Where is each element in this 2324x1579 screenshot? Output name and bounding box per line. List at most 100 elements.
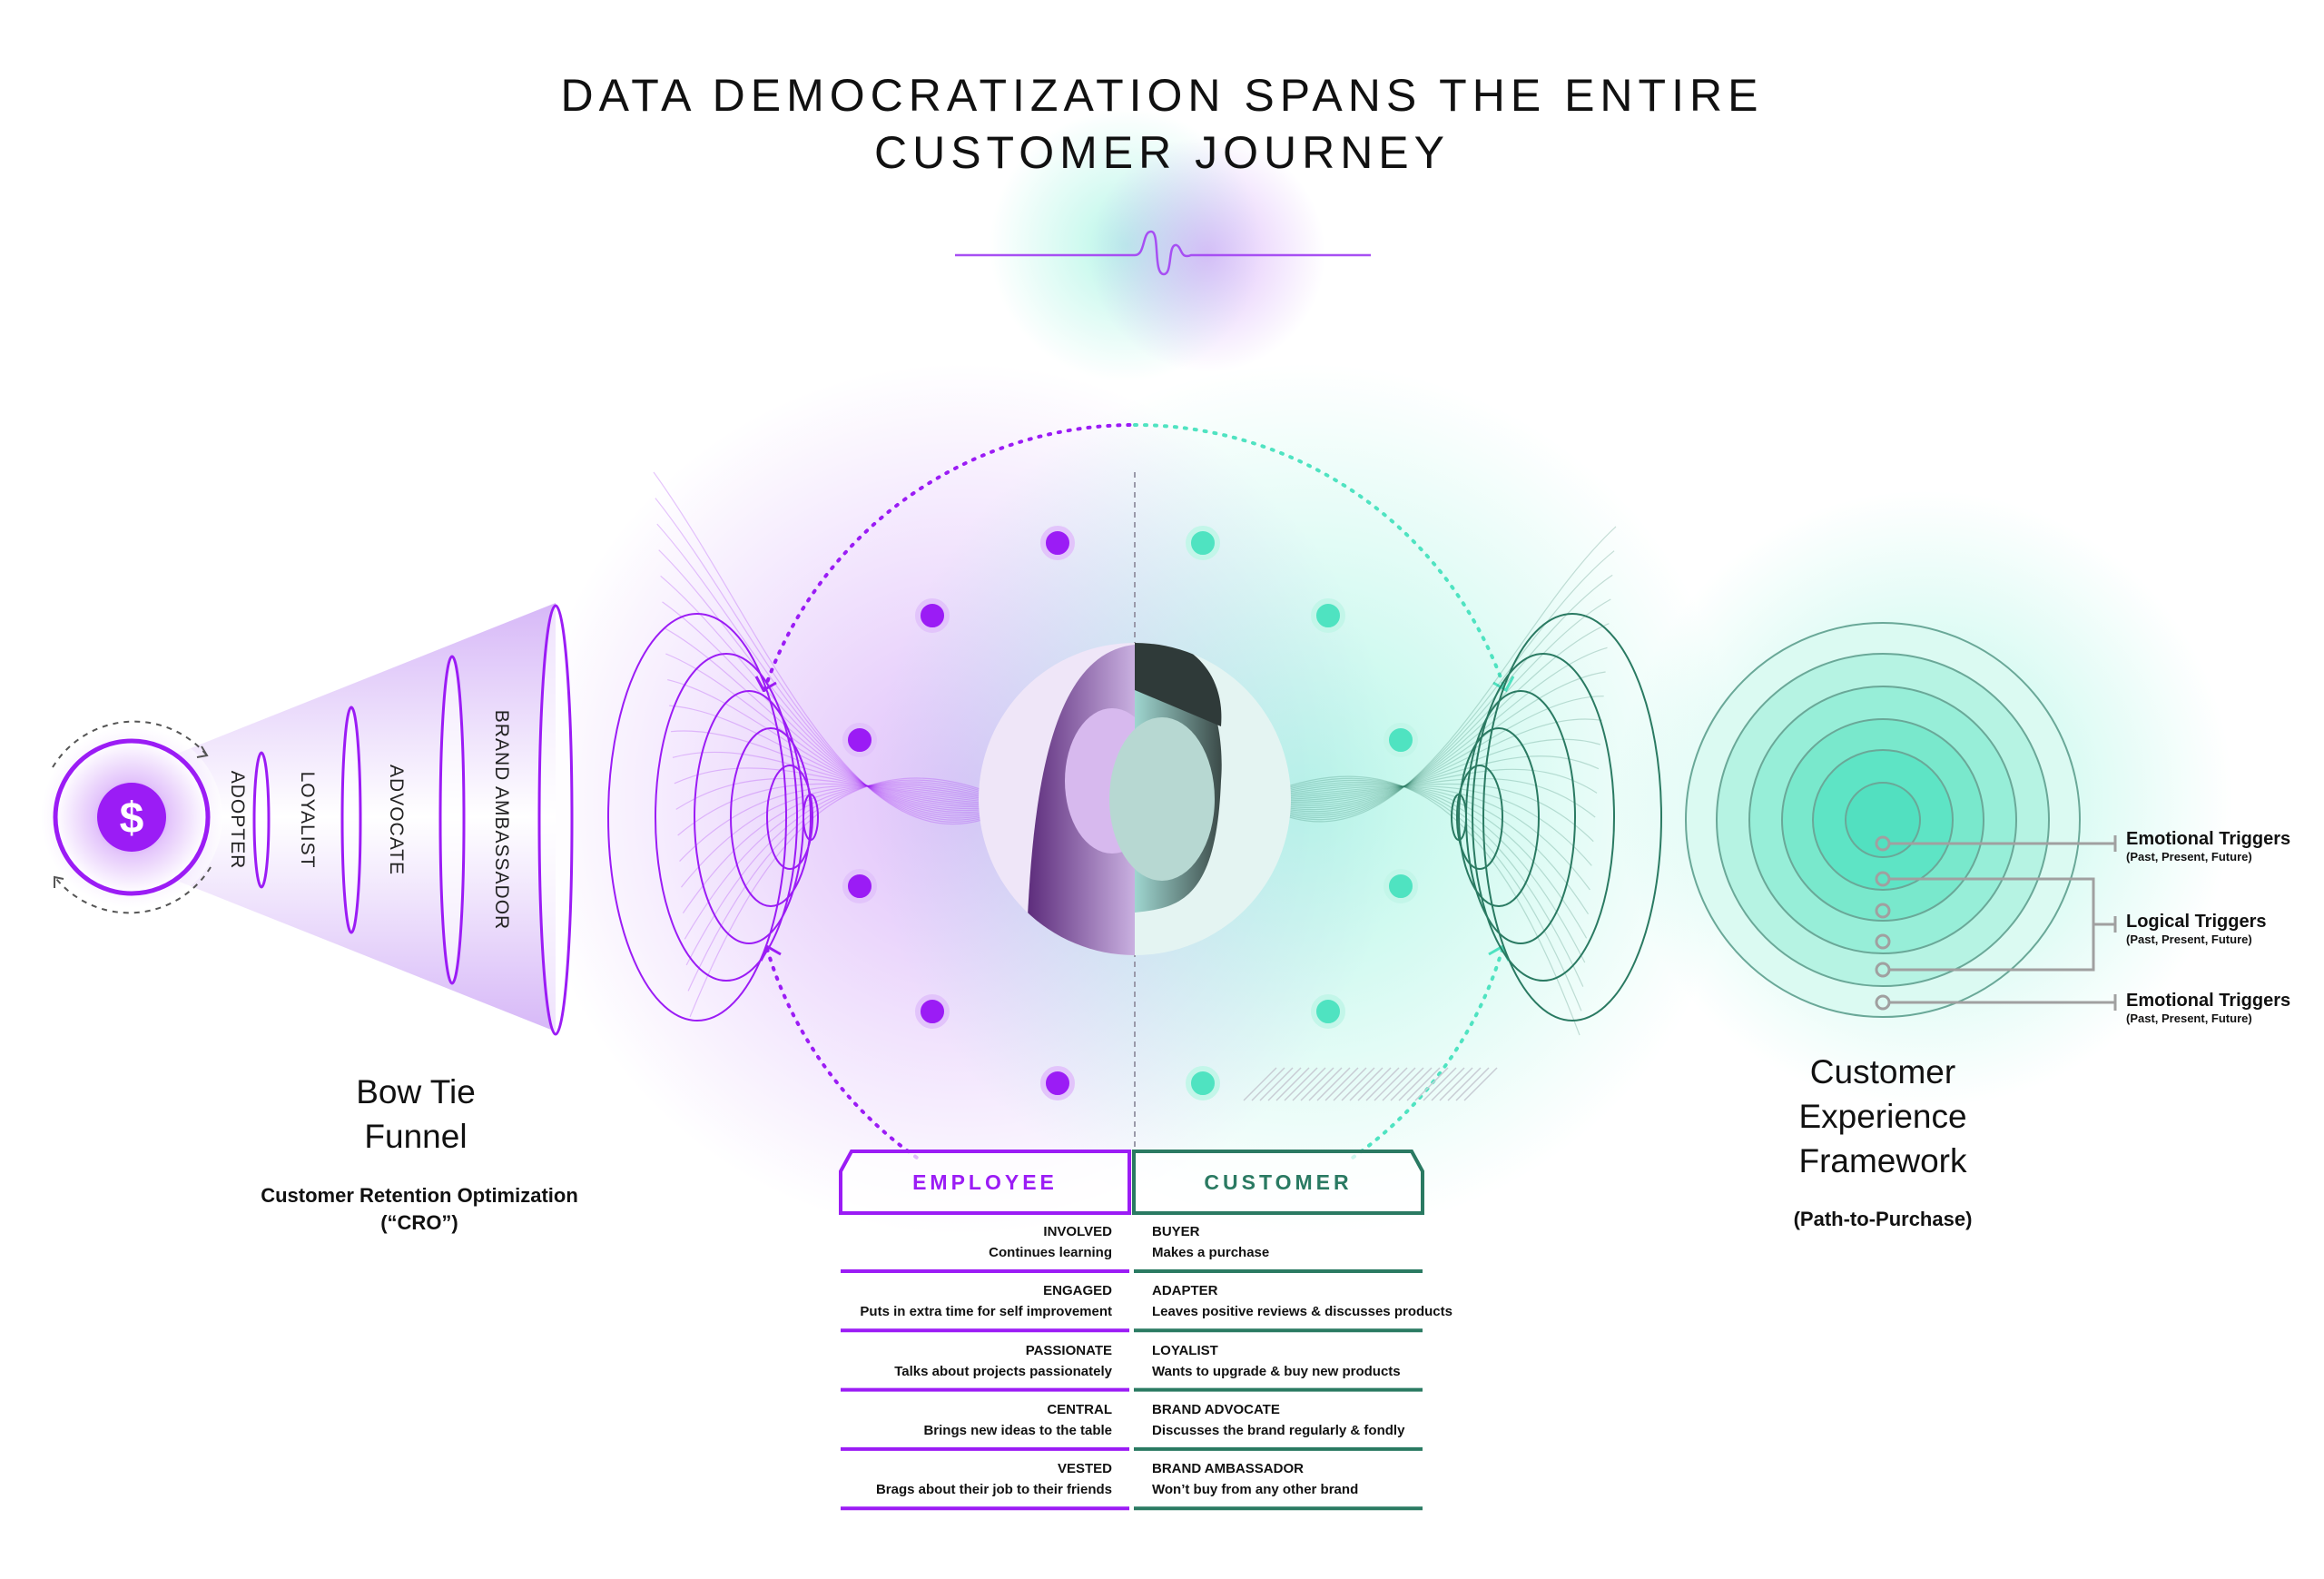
fiber: [1243, 781, 1586, 963]
employee-row-title: VESTED: [1057, 1461, 1112, 1477]
fiber: [662, 601, 1027, 815]
fiber: [665, 653, 1027, 812]
page-title: DATA DEMOCRATIZATION SPANS THE ENTIRE CU…: [0, 67, 2324, 182]
framework-subtitle: (Path-to-Purchase): [1793, 1208, 1973, 1230]
fiber: [1243, 783, 1594, 843]
fiber-waves: [653, 471, 1617, 1036]
hatch-line: [1292, 1067, 1326, 1101]
hatch-line: [1406, 1067, 1441, 1101]
trigger-logical: Logical Triggers (Past, Present, Future): [2126, 912, 2266, 946]
hatch-line: [1390, 1067, 1424, 1101]
fiber: [1243, 777, 1596, 818]
hatch-line: [1365, 1067, 1400, 1101]
employee-row: PASSIONATE Talks about projects passiona…: [841, 1343, 1112, 1379]
ring: [1458, 727, 1540, 907]
trigger-label: Emotional Triggers: [2126, 829, 2291, 849]
employee-row-desc: Puts in extra time for self improvement: [860, 1304, 1112, 1320]
stage-adopter: ADOPTER: [227, 770, 248, 870]
fiber: [684, 783, 1027, 940]
hatch-line: [1414, 1067, 1449, 1101]
ring: [655, 653, 798, 982]
ring: [1451, 794, 1467, 841]
fiber: [655, 498, 1027, 823]
fiber: [675, 777, 1027, 810]
ring: [803, 794, 819, 841]
funnel-rings: [252, 604, 574, 1036]
framework-target: [1685, 622, 2081, 1018]
fiber: [679, 785, 1027, 862]
customer-row-desc: Wants to upgrade & buy new products: [1152, 1363, 1401, 1379]
customer-row: LOYALIST Wants to upgrade & buy new prod…: [1152, 1343, 1401, 1379]
fiber: [667, 678, 1027, 810]
fiber: [658, 549, 1027, 819]
framework-title-line: Customer: [1809, 1053, 1956, 1090]
trigger-connectors: [1875, 835, 2117, 1011]
fiber: [682, 784, 1027, 914]
trigger-emotional-2: Emotional Triggers (Past, Present, Futur…: [2126, 991, 2290, 1025]
employee-row: VESTED Brags about their job to their fr…: [841, 1461, 1112, 1497]
trigger-sub: (Past, Present, Future): [2126, 1012, 2252, 1025]
customer-dots: [1186, 526, 1418, 1100]
fiber: [1243, 785, 1592, 866]
fiber: [1243, 646, 1608, 813]
hatch-line: [1357, 1067, 1392, 1101]
hatch-line: [1423, 1067, 1457, 1101]
employee-row-desc: Talks about projects passionately: [894, 1363, 1112, 1379]
hatch-line: [1316, 1067, 1351, 1101]
teal-dotted-arc-lower: [1351, 947, 1504, 1160]
hatch-line: [1308, 1067, 1343, 1101]
customer-row-desc: Makes a purchase: [1152, 1245, 1270, 1260]
hatch-line: [1341, 1067, 1375, 1101]
hatch-line: [1284, 1067, 1318, 1101]
customer-row: BRAND ADVOCATE Discusses the brand regul…: [1152, 1402, 1404, 1438]
customer-row-title: BUYER: [1152, 1224, 1200, 1239]
fiber: [685, 781, 1027, 966]
employee-row: CENTRAL Brings new ideas to the table: [841, 1402, 1112, 1438]
trigger-sub: (Past, Present, Future): [2126, 850, 2252, 864]
fiber: [1243, 775, 1581, 1036]
trigger-label: Logical Triggers: [2126, 912, 2267, 932]
fiber: [1243, 779, 1584, 987]
fiber: [653, 471, 1027, 824]
employee-header-box: [839, 1150, 1131, 1215]
purple-dotted-arc: [763, 422, 1137, 692]
customer-row: ADAPTER Leaves positive reviews & discus…: [1152, 1283, 1452, 1319]
fiber: [656, 523, 1027, 821]
fiber: [1243, 785, 1590, 891]
dollar-icon: [97, 783, 166, 852]
table-row-lines: [841, 1269, 1423, 1511]
customer-rings: [1451, 613, 1662, 1021]
customer-row-desc: Won’t buy from any other brand: [1152, 1482, 1359, 1498]
ring: [1456, 765, 1503, 870]
bow-tie-subtitle-line: Customer Retention Optimization: [261, 1184, 578, 1207]
framework-title-line: Experience: [1798, 1098, 1967, 1135]
trigger-label: Emotional Triggers: [2126, 991, 2291, 1011]
hatch-line: [1259, 1067, 1294, 1101]
employee-row-title: INVOLVED: [1043, 1224, 1112, 1239]
customer-row-title: BRAND ADVOCATE: [1152, 1401, 1280, 1417]
fiber: [1243, 755, 1600, 804]
heartbeat-wave-icon: [955, 230, 1371, 276]
cycle-arrow-icon: [55, 866, 212, 914]
employee-rings: [607, 613, 819, 1021]
hatch-line: [1439, 1067, 1473, 1101]
fiber: [1243, 623, 1610, 814]
bow-tie-title-line: Bow Tie: [356, 1073, 476, 1110]
hatch-line: [1300, 1067, 1334, 1101]
hatch-line: [1243, 1067, 1277, 1101]
framework-title: Customer Experience Framework: [1798, 1050, 1966, 1183]
ring: [1482, 613, 1662, 1021]
ring: [730, 727, 812, 907]
fiber: [689, 777, 1027, 1018]
employee-row-title: CENTRAL: [1047, 1401, 1112, 1417]
customer-row-title: BRAND AMBASSADOR: [1152, 1461, 1304, 1477]
fiber: [1243, 526, 1617, 823]
trigger-emotional-1: Emotional Triggers (Past, Present, Futur…: [2126, 829, 2290, 864]
employee-row-title: ENGAGED: [1043, 1283, 1112, 1299]
fiber: [1243, 671, 1606, 811]
hatch-line: [1374, 1067, 1408, 1101]
customer-header-box: [1132, 1150, 1424, 1215]
stage-advocate: ADVOCATE: [386, 765, 407, 875]
fiber: [677, 783, 1027, 836]
